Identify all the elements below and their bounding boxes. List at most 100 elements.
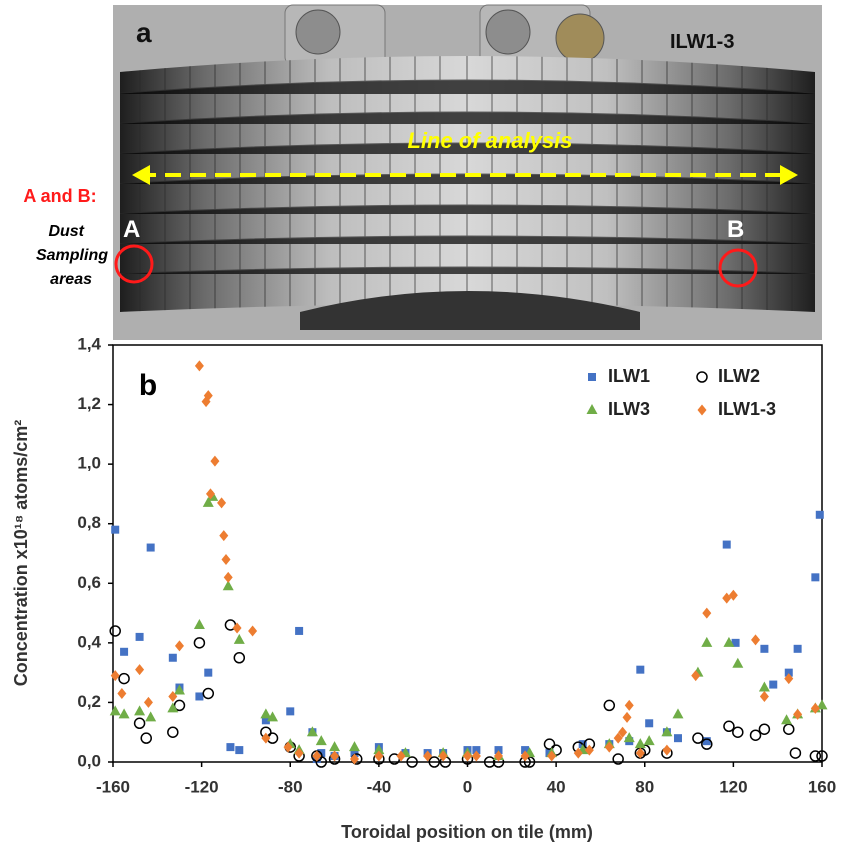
marker-square: [521, 746, 530, 755]
marker-triangle: [732, 657, 744, 668]
chart: b Toroidal position on tile (mm) Concent…: [11, 334, 836, 841]
marker-diamond: [423, 750, 433, 762]
bolt: [485, 9, 531, 55]
bolt: [555, 13, 605, 63]
y-tick-label: 0,0: [77, 751, 101, 770]
marker-circle: [789, 747, 802, 759]
marker-triangle: [701, 636, 713, 647]
sample-label: ILW1-3: [670, 31, 734, 53]
marker-diamond: [223, 571, 233, 583]
marker-diamond: [635, 747, 645, 759]
marker-diamond: [374, 750, 384, 762]
marker-diamond: [702, 607, 712, 619]
marker-diamond: [143, 696, 153, 708]
marker-square: [111, 525, 120, 534]
marker-diamond: [793, 708, 803, 720]
marker-square: [793, 644, 802, 653]
marker-diamond: [219, 530, 229, 542]
marker-square: [731, 638, 740, 647]
marker-diamond: [728, 589, 738, 601]
marker-circle: [233, 652, 246, 664]
marker-triangle: [145, 711, 157, 722]
sampling-area: [114, 244, 154, 284]
marker-diamond: [203, 390, 213, 402]
marker-diamond: [604, 741, 614, 753]
marker-square: [120, 647, 129, 656]
marker-triangle: [109, 705, 121, 716]
marker-square: [195, 692, 204, 701]
areas-desc: Dust: [48, 223, 84, 240]
sampling-area: [718, 248, 758, 288]
marker-square: [472, 746, 481, 755]
marker-triangle: [260, 708, 272, 719]
marker-diamond: [494, 750, 504, 762]
marker-square: [702, 737, 711, 746]
marker-triangle: [306, 726, 318, 737]
photo: Line of analysis a ILW1-3 A B: [113, 4, 822, 340]
marker-diamond: [174, 640, 184, 652]
marker-square: [722, 540, 731, 549]
marker-diamond: [205, 488, 215, 500]
legend-label: ILW1: [608, 366, 650, 386]
marker-circle: [783, 723, 795, 735]
panel-label: a: [136, 17, 152, 48]
marker-circle: [167, 726, 179, 738]
marker-square: [645, 719, 654, 728]
marker-diamond: [573, 747, 583, 759]
marker-diamond: [117, 687, 127, 699]
marker-triangle: [634, 738, 646, 749]
marker-square: [815, 510, 824, 519]
marker-triangle: [672, 708, 684, 719]
marker-square: [168, 653, 177, 662]
marker-circle: [483, 756, 496, 768]
marker-diamond: [330, 750, 340, 762]
y-tick-label: 0,4: [77, 632, 101, 651]
marker-diamond: [194, 360, 204, 372]
x-tick-label: -120: [185, 777, 219, 796]
marker-diamond: [294, 747, 304, 759]
marker-triangle: [373, 744, 385, 755]
marker-square: [261, 716, 270, 725]
arrow-head: [132, 165, 150, 185]
legend-label: ILW3: [608, 399, 650, 419]
marker-diamond: [691, 670, 701, 682]
x-tick-label: 40: [547, 777, 566, 796]
x-tick-label: -160: [96, 777, 130, 796]
marker-diamond: [312, 750, 322, 762]
marker-triangle: [233, 633, 245, 644]
marker-diamond: [232, 622, 242, 634]
marker-triangle: [202, 496, 214, 507]
x-tick-label: 160: [808, 777, 836, 796]
marker-circle: [428, 756, 441, 768]
marker-diamond: [662, 744, 672, 756]
areas-desc: areas: [50, 271, 92, 288]
marker-square: [226, 743, 235, 752]
legend-label: ILW1-3: [718, 399, 776, 419]
bolt: [295, 9, 341, 55]
marker-circle: [133, 717, 146, 730]
marker-circle: [696, 371, 708, 383]
marker-diamond: [261, 732, 271, 744]
marker-diamond: [248, 625, 258, 637]
marker-square: [784, 668, 793, 677]
marker-square: [235, 746, 244, 755]
marker-diamond: [810, 702, 820, 714]
y-tick-label: 0,6: [77, 573, 101, 592]
point-label: B: [727, 216, 744, 243]
marker-circle: [732, 726, 744, 738]
marker-circle: [603, 699, 616, 712]
x-tick-label: 0: [463, 777, 472, 796]
marker-circle: [758, 723, 771, 735]
marker-square: [146, 543, 155, 552]
analysis-label: Line of analysis: [407, 128, 572, 153]
marker-diamond: [221, 553, 231, 565]
marker-triangle: [349, 741, 361, 752]
x-axis-label: Toroidal position on tile (mm): [341, 822, 593, 842]
areas-title: A and B:: [23, 186, 96, 206]
marker-diamond: [584, 744, 594, 756]
marker-triangle: [661, 726, 673, 737]
marker-diamond: [438, 750, 448, 762]
x-tick-label: 120: [719, 777, 747, 796]
y-tick-label: 1,2: [77, 394, 101, 413]
point-label: A: [123, 216, 140, 243]
